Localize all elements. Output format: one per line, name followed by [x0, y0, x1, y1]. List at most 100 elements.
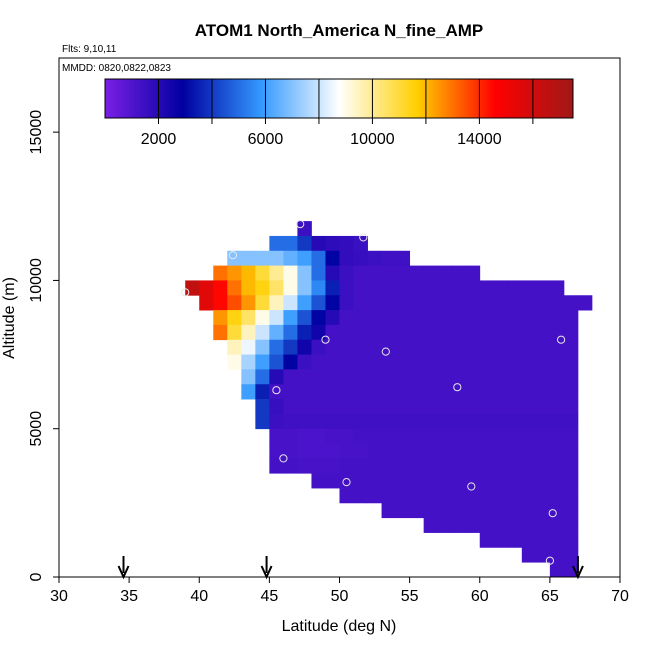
heatmap-cell [409, 324, 425, 341]
heatmap-cell [479, 280, 495, 296]
heatmap-cell [535, 458, 551, 474]
heatmap-cell [409, 280, 425, 296]
heatmap-cell [381, 458, 396, 474]
heatmap-cell [451, 265, 467, 281]
sample-marker [342, 478, 351, 487]
heatmap-cell [297, 369, 312, 385]
heatmap-cell [521, 428, 537, 444]
heatmap-cell [395, 280, 411, 296]
heatmap-cell [465, 502, 481, 519]
heatmap-cell [563, 354, 579, 370]
heatmap-cell [311, 428, 326, 444]
heatmap-cell [437, 280, 453, 296]
heatmap-cell [535, 384, 551, 400]
heatmap-cell [465, 473, 481, 489]
colorbar-tick-label: 10000 [350, 131, 395, 148]
heatmap-cell [325, 310, 340, 326]
heatmap-cell [479, 369, 495, 385]
heatmap-cell [297, 428, 312, 444]
heatmap-cell [381, 310, 396, 326]
heatmap-cell [521, 473, 537, 489]
heatmap-cell [451, 413, 467, 430]
heatmap-cell [493, 532, 509, 548]
heatmap-cell [507, 443, 523, 459]
heatmap-cell [451, 443, 467, 459]
heatmap-cell [269, 428, 284, 444]
heatmap-cell [297, 265, 312, 281]
heatmap-cell [339, 235, 354, 252]
heatmap-cell [269, 443, 284, 459]
heatmap-cell [423, 399, 439, 415]
heatmap-cell [367, 488, 382, 504]
heatmap-cell [535, 295, 551, 311]
heatmap-cell [297, 250, 312, 266]
heatmap-cell [255, 339, 270, 355]
heatmap-cell [563, 458, 579, 474]
colorbar: 2000 6000 10000 14000 [104, 78, 574, 148]
heatmap-cell [451, 324, 467, 341]
y-axis-label: Altitude (m) [1, 277, 18, 359]
heatmap-cell [241, 339, 256, 355]
heatmap-cell [437, 428, 453, 444]
heatmap-cell [493, 443, 509, 459]
heatmap-cell [507, 532, 523, 548]
heatmap-cell [325, 280, 340, 296]
heatmap-cell [549, 547, 565, 563]
heatmap-cell [465, 324, 481, 341]
heatmap-cell [381, 473, 396, 489]
heatmap-cell [465, 369, 481, 385]
heatmap-cell [423, 413, 439, 430]
heatmap-cell [367, 324, 382, 341]
heatmap-cell [353, 384, 368, 400]
heatmap-cell [185, 280, 200, 296]
heatmap-cell [493, 280, 509, 296]
heatmap-cell [367, 413, 382, 430]
heatmap-cell [353, 235, 368, 252]
heatmap-cell [493, 310, 509, 326]
heatmap-cell [479, 517, 495, 533]
heatmap-cell [521, 324, 537, 341]
heatmap-cell [227, 280, 242, 296]
heatmap-cell [367, 369, 382, 385]
heatmap-cell [269, 399, 284, 415]
heatmap-cell [381, 339, 396, 355]
heatmap-cell [437, 310, 453, 326]
heatmap-cell [535, 473, 551, 489]
heatmap-cell [507, 310, 523, 326]
heatmap-cell [451, 473, 467, 489]
heatmap-cell [269, 280, 284, 296]
heatmap-cell [395, 458, 411, 474]
heatmap-cell [255, 413, 270, 430]
heatmap-cell [423, 280, 439, 296]
heatmap-cell [563, 369, 579, 385]
heatmap-cell [227, 354, 242, 370]
heatmap-cell [283, 295, 298, 311]
heatmap-cell [549, 443, 565, 459]
heatmap-cell [395, 265, 411, 281]
heatmap-cell [353, 473, 368, 489]
heatmap-cell [423, 517, 439, 533]
heatmap-cell [297, 339, 312, 355]
heatmap-cell [535, 369, 551, 385]
y-axis: 0 5000 10000 15000 [28, 110, 59, 581]
heatmap-cell [451, 517, 467, 533]
heatmap-cell [241, 265, 256, 281]
heatmap-cell [339, 428, 354, 444]
heatmap-cell [549, 562, 565, 577]
heatmap-cell [367, 339, 382, 355]
heatmap-cell [283, 339, 298, 355]
heatmap-cell [465, 339, 481, 355]
heatmap-cell [367, 458, 382, 474]
heatmap-cell [493, 324, 509, 341]
heatmap-cell [535, 399, 551, 415]
heatmap-cell [493, 488, 509, 504]
heatmap-cell [367, 384, 382, 400]
heatmap-cell [325, 250, 340, 266]
heatmap-cell [507, 295, 523, 311]
heatmap-cell [353, 310, 368, 326]
heatmap-cell [297, 413, 312, 430]
heatmap-cell [521, 310, 537, 326]
heatmap-cell [563, 562, 579, 577]
heatmap-cell [465, 428, 481, 444]
heatmap-cell [381, 265, 396, 281]
